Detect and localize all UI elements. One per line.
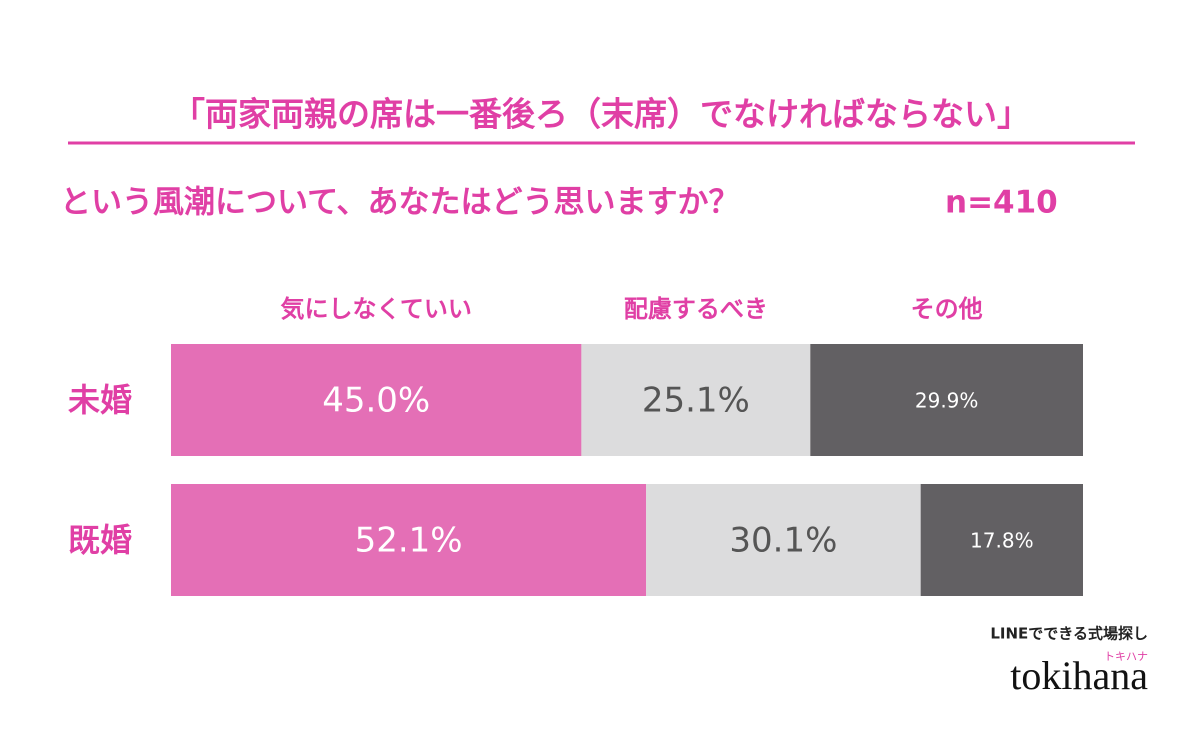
bar-segment <box>171 344 582 456</box>
bar-segment <box>581 344 811 456</box>
value-label: 25.1% <box>642 381 750 421</box>
legend-label: その他 <box>911 295 983 323</box>
category-label: 未婚 <box>68 381 132 419</box>
logo-kana: トキハナ <box>1104 650 1148 663</box>
sample-size: n=410 <box>945 185 1058 221</box>
value-label: 45.0% <box>322 381 430 421</box>
chart-subtitle: という風潮について、あなたはどう思いますか？ <box>60 185 740 221</box>
value-label: 29.9% <box>915 389 979 413</box>
category-label: 既婚 <box>68 521 132 559</box>
value-label: 30.1% <box>729 521 837 561</box>
logo-name: tokihana <box>1010 653 1148 698</box>
legend-label: 配慮するべき <box>624 295 768 323</box>
value-label: 17.8% <box>970 529 1034 553</box>
bar-segment <box>920 484 1083 596</box>
chart-title: 「両家両親の席は一番後ろ（末席）でなければならない」 <box>172 95 1030 134</box>
bar-segment <box>810 344 1083 456</box>
legend-label: 気にしなくていい <box>281 295 472 323</box>
bar-segment <box>171 484 647 596</box>
value-label: 52.1% <box>355 521 463 561</box>
bar-segment <box>646 484 921 596</box>
logo-tagline: LINEでできる式場探し <box>990 625 1148 643</box>
